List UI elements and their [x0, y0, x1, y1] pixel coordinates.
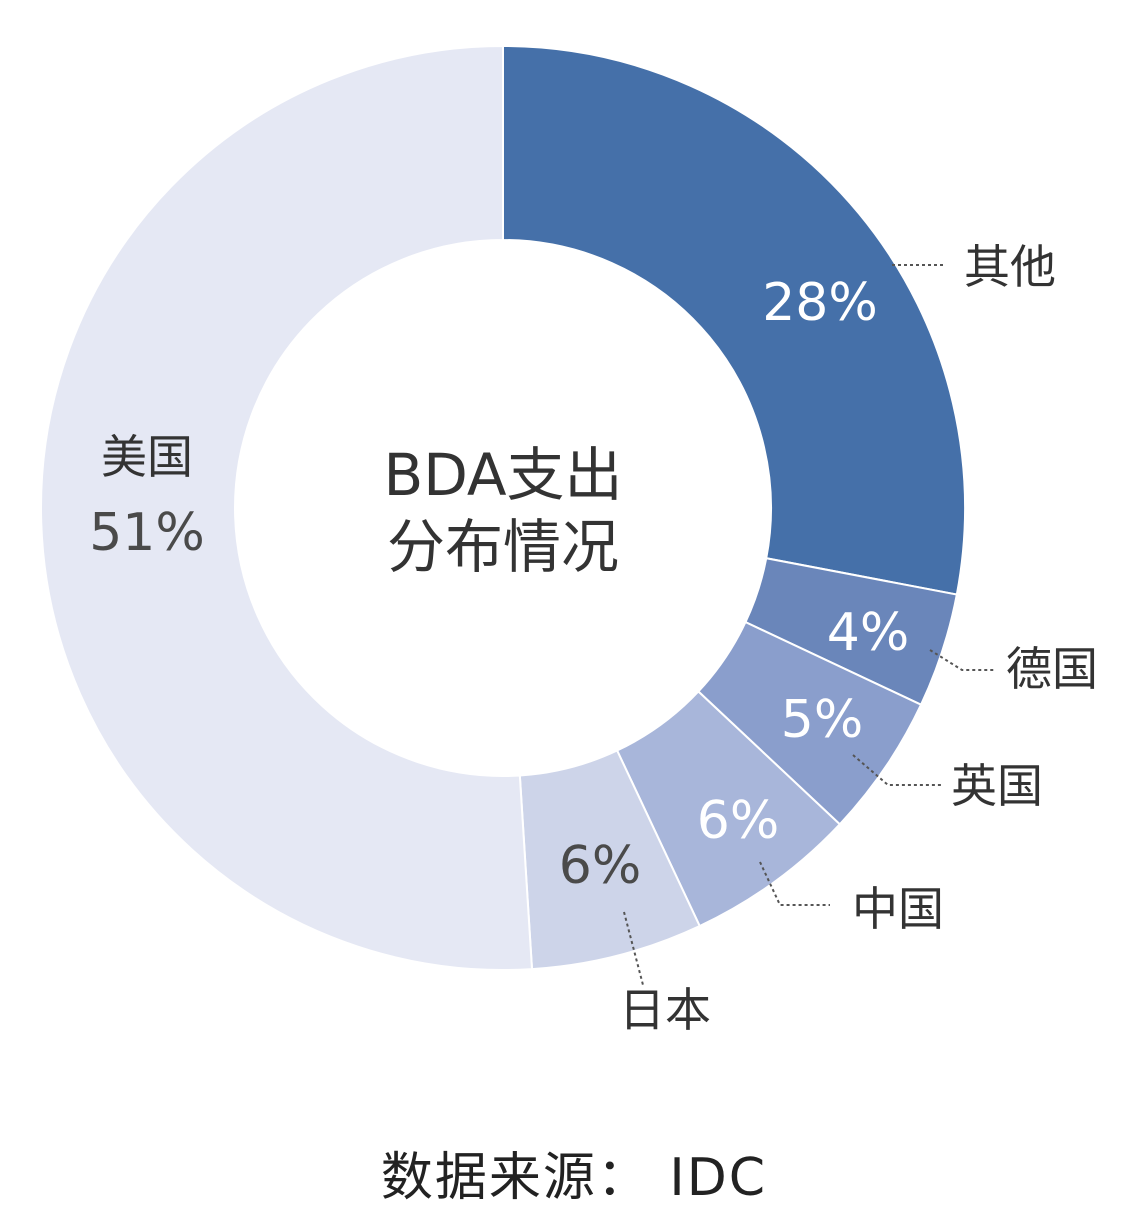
data-source-note: 数据来源： IDC: [380, 1148, 768, 1208]
center-title-line-1: BDA支出: [383, 441, 622, 509]
slice-2-percent-label: 5%: [781, 690, 864, 750]
slice-4-leader-line: [623, 911, 644, 986]
slice-0-name-label: 其他: [964, 240, 1056, 294]
slice-3-leader-line: [759, 861, 830, 906]
center-title-line-2: 分布情况: [387, 513, 619, 581]
slice-1-percent-label: 4%: [827, 603, 910, 663]
slice-0: [502, 44, 966, 596]
slice-2-name-label: 英国: [951, 759, 1043, 813]
slice-4-name-label: 日本: [619, 983, 711, 1037]
slice-5-percent-label: 51%: [89, 503, 205, 563]
donut-slices: [40, 44, 966, 971]
slice-5: [40, 44, 534, 971]
slice-3-percent-label: 6%: [697, 791, 780, 851]
percent-labels: 28%4%5%6%6%51%: [89, 273, 909, 896]
slice-3-name-label: 中国: [852, 882, 944, 936]
slice-1-name-label: 德国: [1006, 642, 1098, 696]
slice-0-percent-label: 28%: [762, 273, 878, 333]
slice-4-percent-label: 6%: [559, 836, 642, 896]
slice-1-leader-line: [929, 649, 995, 671]
leader-lines: [623, 264, 995, 986]
slice-5-name-label: 美国: [101, 430, 193, 484]
